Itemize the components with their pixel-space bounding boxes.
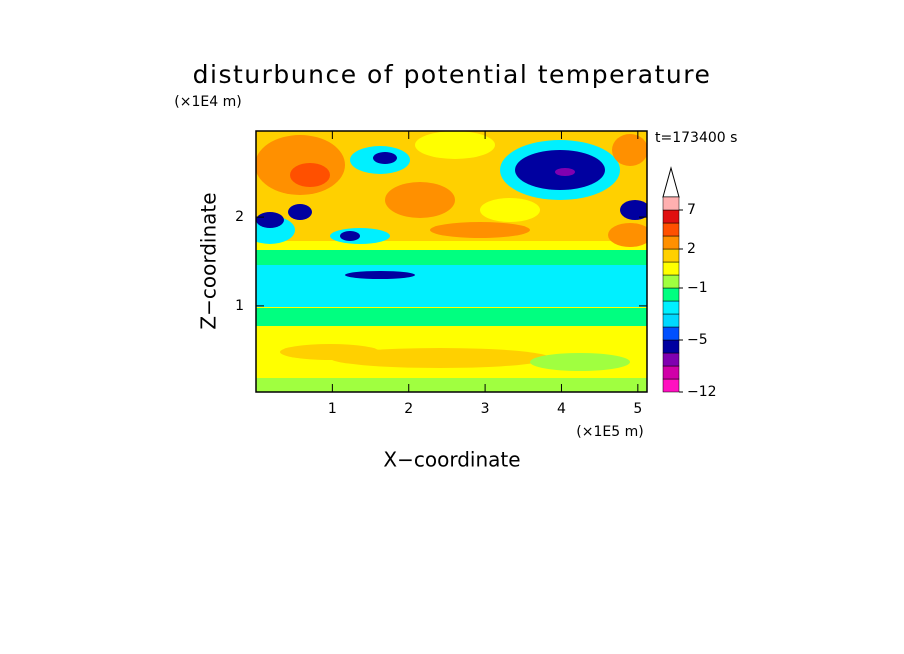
contour-patch xyxy=(256,378,647,392)
contour-patch xyxy=(385,182,455,218)
x-tick-label: 4 xyxy=(557,401,566,417)
colorbar-segment xyxy=(662,326,680,341)
colorbar-tick-label: −12 xyxy=(687,384,717,400)
colorbar-segment xyxy=(662,196,680,211)
contour-patch xyxy=(430,222,530,238)
time-annotation: t=173400 s xyxy=(655,130,737,146)
colorbar-tick-label: 7 xyxy=(687,202,696,218)
y-tick-label: 1 xyxy=(235,298,244,314)
contour-patch xyxy=(373,152,397,164)
x-tick-label: 2 xyxy=(404,401,413,417)
plot-frame xyxy=(255,130,648,393)
x-unit: (×1E5 m) xyxy=(576,424,643,440)
y-unit: (×1E4 m) xyxy=(174,94,241,110)
chart-title: disturbunce of potential temperature xyxy=(193,60,712,89)
colorbar-tick-label: −5 xyxy=(687,332,708,348)
contour-patch xyxy=(330,348,550,368)
contour-patch xyxy=(530,353,630,371)
colorbar-segment xyxy=(662,274,680,289)
colorbar-segment xyxy=(662,378,680,393)
colorbar-segment xyxy=(662,339,680,354)
colorbar-tick-label: −1 xyxy=(687,280,708,296)
contour-patch xyxy=(612,134,647,166)
y-tick-label: 2 xyxy=(235,209,244,225)
contour-patch xyxy=(256,212,284,228)
colorbar-segment xyxy=(662,261,680,276)
colorbar-segment xyxy=(662,313,680,328)
x-axis-label: X−coordinate xyxy=(383,448,520,472)
contour-patch xyxy=(480,198,540,222)
contour-field xyxy=(256,131,647,392)
contour-patch xyxy=(256,265,647,307)
colorbar-segment xyxy=(662,209,680,224)
contour-patch xyxy=(340,231,360,241)
x-tick-label: 1 xyxy=(328,401,337,417)
colorbar-segment xyxy=(662,365,680,380)
colorbar-tick-label: 2 xyxy=(687,241,696,257)
colorbar-segment xyxy=(662,352,680,367)
colorbar-segment xyxy=(662,248,680,263)
contour-patch xyxy=(280,344,380,360)
contour-patch xyxy=(288,204,312,220)
contour-patch xyxy=(256,308,647,326)
y-axis-label: Z−coordinate xyxy=(197,192,221,329)
x-tick-label: 5 xyxy=(633,401,642,417)
colorbar-segment xyxy=(662,300,680,315)
contour-patch xyxy=(290,163,330,187)
contour-patch xyxy=(345,271,415,279)
colorbar-segment xyxy=(662,222,680,237)
contour-patch xyxy=(555,168,575,176)
colorbar-segment xyxy=(662,287,680,302)
contour-patch xyxy=(608,223,647,247)
contour-patch xyxy=(620,200,647,220)
colorbar-segment xyxy=(662,235,680,250)
x-tick-label: 3 xyxy=(481,401,490,417)
contour-patch xyxy=(415,131,495,159)
colorbar-extend xyxy=(662,166,680,198)
